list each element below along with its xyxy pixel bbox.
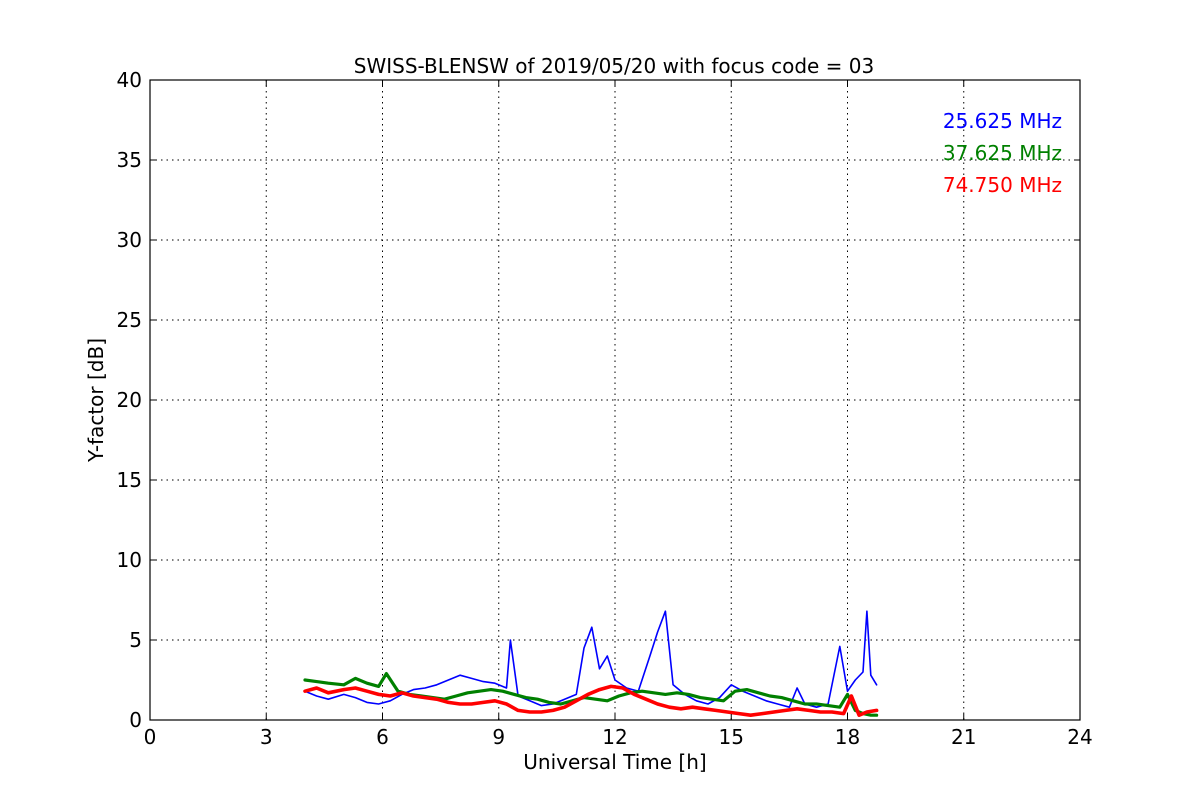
x-tick-label: 3 xyxy=(260,725,273,749)
series-layer xyxy=(303,610,879,718)
x-tick-label: 15 xyxy=(719,725,744,749)
x-tick-label: 12 xyxy=(602,725,627,749)
chart-title: SWISS-BLENSW of 2019/05/20 with focus co… xyxy=(354,54,875,78)
y-tick-label: 0 xyxy=(129,708,142,732)
y-tick-label: 15 xyxy=(117,468,142,492)
y-tick-label: 30 xyxy=(117,228,142,252)
legend: 25.625 MHz 37.625 MHz 74.750 MHz xyxy=(943,109,1062,197)
y-axis-label: Y-factor [dB] xyxy=(84,338,108,463)
axis-ticks: 0 3 6 9 12 15 18 21 24 0 5 10 15 20 25 30 35 40 xyxy=(117,68,1093,749)
y-tick-label: 40 xyxy=(117,68,142,92)
legend-entry-37-625-mhz: 37.625 MHz xyxy=(943,141,1062,165)
y-tick-label: 5 xyxy=(129,628,142,652)
grid xyxy=(150,80,1080,720)
x-tick-label: 0 xyxy=(144,725,157,749)
y-tick-label: 35 xyxy=(117,148,142,172)
legend-entry-74-750-mhz: 74.750 MHz xyxy=(943,173,1062,197)
y-tick-label: 20 xyxy=(117,388,142,412)
x-axis-label: Universal Time [h] xyxy=(523,750,706,774)
series-line-25-625-mhz xyxy=(304,610,878,709)
x-tick-label: 24 xyxy=(1067,725,1092,749)
x-tick-label: 21 xyxy=(951,725,976,749)
legend-entry-25-625-mhz: 25.625 MHz xyxy=(943,109,1062,133)
x-tick-label: 18 xyxy=(835,725,860,749)
series-line-74-750-mhz xyxy=(303,684,879,718)
x-tick-label: 9 xyxy=(492,725,505,749)
y-tick-label: 10 xyxy=(117,548,142,572)
y-tick-label: 25 xyxy=(117,308,142,332)
x-tick-label: 6 xyxy=(376,725,389,749)
